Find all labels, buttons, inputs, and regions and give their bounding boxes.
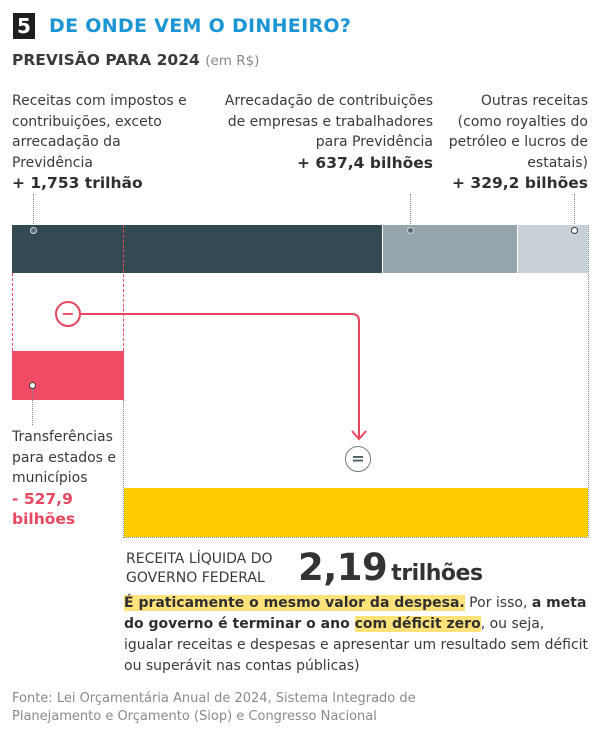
highlight-same-value: É praticamente o mesmo valor da despesa.: [124, 595, 465, 611]
result-number: 2,19: [298, 546, 388, 589]
result-label: RECEITA LÍQUIDA DO GOVERNO FEDERAL: [126, 551, 273, 586]
label-other: Outras receitas (como royalties do petró…: [438, 91, 588, 194]
unit-label: (em R$): [205, 53, 260, 69]
section-number-badge: 5: [13, 13, 35, 39]
highlight-zero-deficit: com déficit zero: [354, 616, 481, 632]
explanation-paragraph: É praticamente o mesmo valor da despesa.…: [124, 593, 594, 677]
marker-dot-transfers: [29, 382, 36, 389]
label-pension: Arrecadação de contribuições de empresas…: [213, 91, 433, 173]
paragraph-text-1: Por isso,: [464, 595, 532, 611]
label-other-text: Outras receitas (como royalties do petró…: [448, 93, 588, 171]
arrow-connector: [80, 313, 367, 441]
bar-net-revenue: [124, 488, 588, 537]
guide-line-net-right: [588, 225, 589, 538]
result-unit: trilhões: [391, 561, 483, 586]
marker-dot-pension: [407, 227, 414, 234]
leader-line-other: [574, 194, 575, 230]
paragraph-goal: a meta do governo é terminar o ano: [124, 595, 587, 632]
label-transfers: Transferências para estados e municípios…: [12, 427, 127, 530]
guide-line-transfer-right: [123, 225, 124, 351]
label-taxes: Receitas com impostos e contribuições, e…: [12, 91, 202, 194]
label-taxes-value: + 1,753 trilhão: [12, 174, 143, 192]
guide-line-transfer-left: [12, 273, 13, 351]
label-taxes-text: Receitas com impostos e contribuições, e…: [12, 93, 187, 171]
leader-line-taxes: [33, 194, 34, 230]
bar-pension: [383, 225, 517, 273]
marker-dot-other: [571, 227, 578, 234]
result-value: 2,19 trilhões: [298, 546, 483, 596]
bar-transfers: [12, 351, 124, 400]
guide-line-net-bottom: [123, 537, 589, 538]
label-pension-value: + 637,4 bilhões: [297, 153, 433, 172]
paragraph-text-2: , ou seja, igualar receitas e despesas e…: [124, 616, 589, 674]
marker-dot-taxes: [30, 227, 37, 234]
minus-icon: −: [55, 301, 81, 327]
bar-taxes: [12, 225, 382, 273]
source-note: Fonte: Lei Orçamentária Anual de 2024, S…: [12, 691, 416, 724]
chart-title: DE ONDE VEM O DINHEIRO?: [49, 15, 352, 37]
equals-icon: =: [345, 446, 371, 472]
label-transfers-text: Transferências para estados e municípios: [12, 429, 117, 486]
guide-line-transfer-net-right: [123, 400, 124, 538]
leader-line-pension: [410, 194, 411, 230]
subtitle-text: PREVISÃO PARA 2024: [12, 51, 200, 69]
chart-subtitle: PREVISÃO PARA 2024 (em R$): [12, 49, 259, 72]
label-other-value: + 329,2 bilhões: [452, 174, 588, 192]
label-pension-text: Arrecadação de contribuições de empresas…: [224, 93, 433, 150]
leader-line-transfers: [32, 389, 33, 425]
label-transfers-value: - 527,9 bilhões: [12, 489, 76, 529]
